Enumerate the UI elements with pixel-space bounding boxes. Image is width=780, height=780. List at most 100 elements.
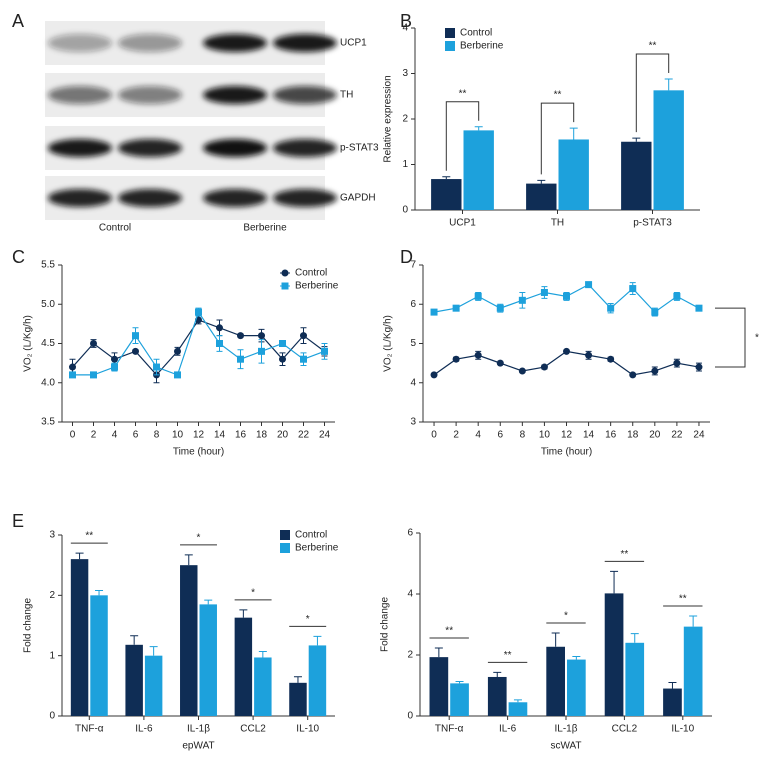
marker — [563, 292, 570, 300]
y-tick-label: 3.5 — [41, 417, 55, 428]
y-tick-label: 4 — [407, 589, 413, 600]
marker — [258, 347, 265, 355]
x-tick-label: 22 — [671, 430, 683, 441]
significance-label: * — [251, 587, 255, 598]
y-tick-label: 2 — [407, 650, 413, 661]
series-line — [72, 319, 325, 376]
marker — [673, 359, 681, 367]
bar — [180, 565, 198, 716]
marker — [69, 363, 76, 371]
y-tick-label: 7 — [410, 260, 416, 271]
marker — [585, 281, 593, 289]
error-bar — [474, 126, 483, 131]
x-tick-label: IL-6 — [135, 724, 153, 735]
error-bar — [149, 646, 158, 656]
y-axis-label: Fold change — [380, 597, 391, 652]
x-tick-label: 20 — [277, 430, 289, 441]
panel-letter: A — [12, 11, 24, 31]
x-tick-label: IL-1β — [187, 724, 210, 735]
x-axis-label: Time (hour) — [173, 447, 224, 458]
marker — [300, 355, 307, 363]
significance-label: ** — [679, 594, 687, 605]
marker — [452, 304, 460, 312]
marker — [132, 332, 139, 340]
row-label: GAPDH — [340, 193, 376, 204]
error-bar — [632, 137, 641, 142]
y-axis-label: Fold change — [23, 598, 34, 653]
significance-bracket — [445, 101, 480, 171]
blot-band — [273, 34, 337, 52]
marker — [430, 371, 438, 379]
bar — [558, 139, 589, 210]
x-tick-label: CCL2 — [240, 724, 266, 735]
marker — [174, 347, 181, 355]
y-tick-label: 5 — [410, 338, 416, 349]
legend-label: Control — [460, 28, 492, 39]
legend-label: Berberine — [295, 543, 339, 554]
error-bar — [610, 570, 619, 594]
marker — [111, 363, 118, 371]
x-tick-label: 24 — [693, 430, 705, 441]
blot-band — [118, 189, 182, 207]
blot-band — [273, 86, 337, 104]
x-tick-label: 20 — [649, 430, 661, 441]
y-tick-label: 2 — [49, 590, 55, 601]
y-tick-label: 0 — [402, 205, 408, 216]
bar — [625, 642, 645, 716]
legend-label: Berberine — [295, 281, 339, 292]
y-tick-label: 4 — [402, 23, 408, 34]
marker — [585, 351, 593, 359]
bar — [508, 702, 528, 716]
marker — [496, 359, 504, 367]
x-tick-label: TNF-α — [435, 724, 464, 735]
x-tick-label: 18 — [256, 430, 268, 441]
error-bar — [130, 635, 139, 645]
marker — [474, 292, 482, 300]
marker — [90, 371, 97, 379]
x-tick-label: 0 — [70, 430, 76, 441]
bar — [289, 682, 307, 716]
bar — [604, 593, 624, 716]
y-tick-label: 6 — [410, 299, 416, 310]
x-tick-label: 14 — [214, 430, 226, 441]
y-tick-label: 5.0 — [41, 299, 55, 310]
x-tick-label: 18 — [627, 430, 639, 441]
blot-band — [273, 139, 337, 157]
x-tick-label: UCP1 — [449, 218, 476, 229]
bar — [567, 659, 586, 716]
blot-band — [48, 139, 112, 157]
y-tick-label: 3 — [49, 530, 55, 541]
legend-label: Control — [295, 268, 327, 279]
x-tick-label: 24 — [319, 430, 331, 441]
x-tick-label: 6 — [497, 430, 503, 441]
y-tick-label: 5.5 — [41, 260, 55, 271]
y-axis-label: VO₂ (L/Kg/h) — [383, 315, 394, 372]
x-tick-label: IL-10 — [296, 724, 319, 735]
marker — [673, 292, 681, 300]
group-label: Control — [99, 223, 131, 234]
legend-swatch — [445, 28, 455, 38]
x-tick-label: 4 — [475, 430, 481, 441]
marker — [695, 363, 703, 371]
marker — [300, 332, 307, 340]
bar — [683, 626, 703, 716]
marker — [69, 371, 76, 379]
marker — [281, 282, 289, 290]
bar — [125, 644, 143, 716]
x-tick-label: 4 — [112, 430, 118, 441]
marker — [321, 347, 328, 355]
significance-label: ** — [445, 626, 453, 637]
bar — [308, 645, 327, 716]
row-label: p-STAT3 — [340, 143, 379, 154]
marker — [518, 367, 526, 375]
marker — [518, 296, 526, 304]
series-line — [433, 350, 700, 376]
marker — [216, 324, 223, 332]
marker — [651, 367, 659, 375]
marker — [695, 304, 703, 312]
bar — [144, 655, 163, 716]
x-tick-label: 6 — [133, 430, 139, 441]
y-tick-label: 4.0 — [41, 377, 55, 388]
significance-label: * — [197, 533, 201, 544]
